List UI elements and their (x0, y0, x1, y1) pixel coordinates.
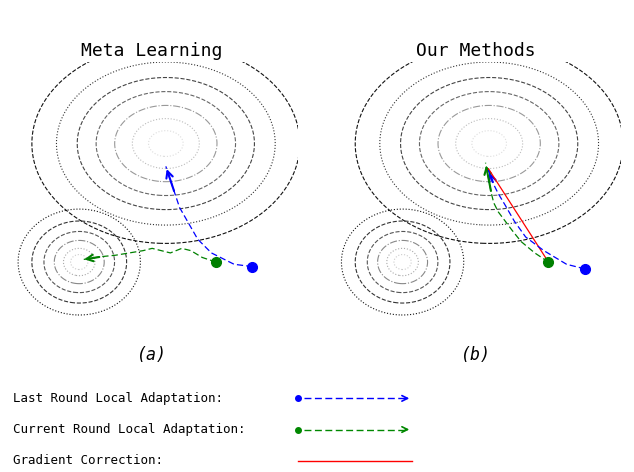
Text: (a): (a) (137, 346, 167, 364)
Text: Last Round Local Adaptation:: Last Round Local Adaptation: (13, 392, 223, 405)
Text: Current Round Local Adaptation:: Current Round Local Adaptation: (13, 423, 245, 436)
Text: Gradient Correction:: Gradient Correction: (13, 454, 163, 467)
Text: (b): (b) (460, 346, 491, 364)
Title: Meta Learning: Meta Learning (82, 42, 223, 60)
Title: Our Methods: Our Methods (416, 42, 535, 60)
